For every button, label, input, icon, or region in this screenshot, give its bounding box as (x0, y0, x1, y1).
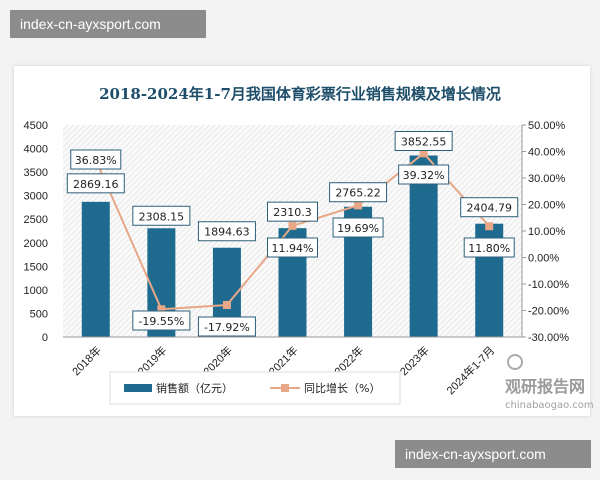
growth-data-label: 11.80% (468, 242, 510, 255)
left-tick-label: 4000 (24, 144, 48, 156)
growth-data-label-box (267, 237, 318, 258)
growth-point (288, 221, 297, 230)
growth-data-label: -19.55% (138, 315, 184, 328)
left-tick-label: 2500 (24, 214, 48, 226)
left-tick-label: 1500 (24, 261, 48, 273)
growth-data-label: 19.69% (337, 222, 379, 235)
bar-data-label-box (132, 205, 191, 226)
bar-data-label-box (267, 201, 318, 222)
right-tick-label: -20.00% (528, 306, 569, 318)
bar-data-label: 2765.22 (335, 187, 381, 200)
growth-data-label-box (398, 164, 450, 185)
x-tick-label: 2018年 (69, 343, 104, 378)
legend-bar-swatch (124, 384, 152, 392)
bar (409, 155, 438, 337)
chart-title: 2018-2024年1-7月我国体育彩票行业销售规模及增长情况 (99, 85, 501, 103)
growth-point (419, 149, 428, 158)
bar-data-label-box (197, 221, 256, 242)
growth-data-label-box (132, 310, 191, 331)
growth-data-label-box (197, 316, 256, 337)
bar-data-label-box (329, 182, 388, 203)
growth-data-label-box (70, 149, 122, 170)
growth-point (354, 201, 363, 210)
right-tick-label: -30.00% (528, 332, 569, 344)
growth-point (157, 305, 166, 314)
right-tick-label: 0.00% (528, 253, 559, 265)
bar-data-label: 2308.15 (139, 210, 185, 223)
left-tick-label: 500 (30, 308, 48, 320)
bar-data-label: 1894.63 (204, 226, 250, 239)
left-tick-label: 3500 (24, 167, 48, 179)
legend: 销售额（亿元） 同比增长（%） (109, 371, 401, 405)
bar-data-label: 2404.79 (466, 202, 512, 215)
watermark-logo: 观研报告网 chinabaogao.com (505, 354, 594, 411)
growth-data-label: 11.94% (272, 242, 314, 255)
watermark-logo-icon (507, 354, 523, 370)
bar-data-label: 2869.16 (73, 178, 119, 191)
bar-data-label-box (394, 131, 453, 152)
growth-data-label-box (332, 217, 384, 238)
growth-data-label: 39.32% (403, 169, 445, 182)
left-tick-label: 1000 (24, 285, 48, 297)
legend-line-label: 同比增长（%） (304, 381, 380, 395)
right-tick-label: 50.00% (528, 120, 566, 132)
right-tick-label: 40.00% (528, 147, 566, 159)
growth-data-label-box (463, 237, 515, 258)
legend-bar-label: 销售额（亿元） (156, 381, 233, 395)
x-tick-label: 2024年1-7月 (443, 343, 497, 397)
bar (81, 201, 110, 337)
bar-data-label: 2310.3 (273, 206, 312, 219)
left-tick-label: 4500 (24, 120, 48, 132)
watermark-logo-text: 观研报告网 (505, 377, 585, 396)
x-tick-label: 2023年 (397, 343, 432, 378)
bar-data-label-box (66, 173, 125, 194)
growth-data-label: -17.92% (204, 321, 250, 334)
top-url-banner: index-cn-ayxsport.com (10, 10, 206, 38)
legend-line-swatch (281, 384, 289, 392)
right-tick-label: 10.00% (528, 226, 566, 238)
left-tick-label: 2000 (24, 238, 48, 250)
right-tick-label: 30.00% (528, 173, 566, 185)
left-tick-label: 3000 (24, 191, 48, 203)
watermark-site: chinabaogao.com (505, 400, 594, 411)
right-tick-label: 20.00% (528, 200, 566, 212)
bottom-url-banner: index-cn-ayxsport.com (395, 440, 591, 468)
right-tick-label: -10.00% (528, 279, 569, 291)
growth-data-label: 36.83% (75, 154, 117, 167)
bar-data-label-box (460, 197, 519, 218)
bar-data-label: 3852.55 (401, 136, 447, 149)
growth-point (485, 222, 494, 231)
growth-point (222, 300, 231, 309)
left-tick-label: 0 (42, 332, 48, 344)
